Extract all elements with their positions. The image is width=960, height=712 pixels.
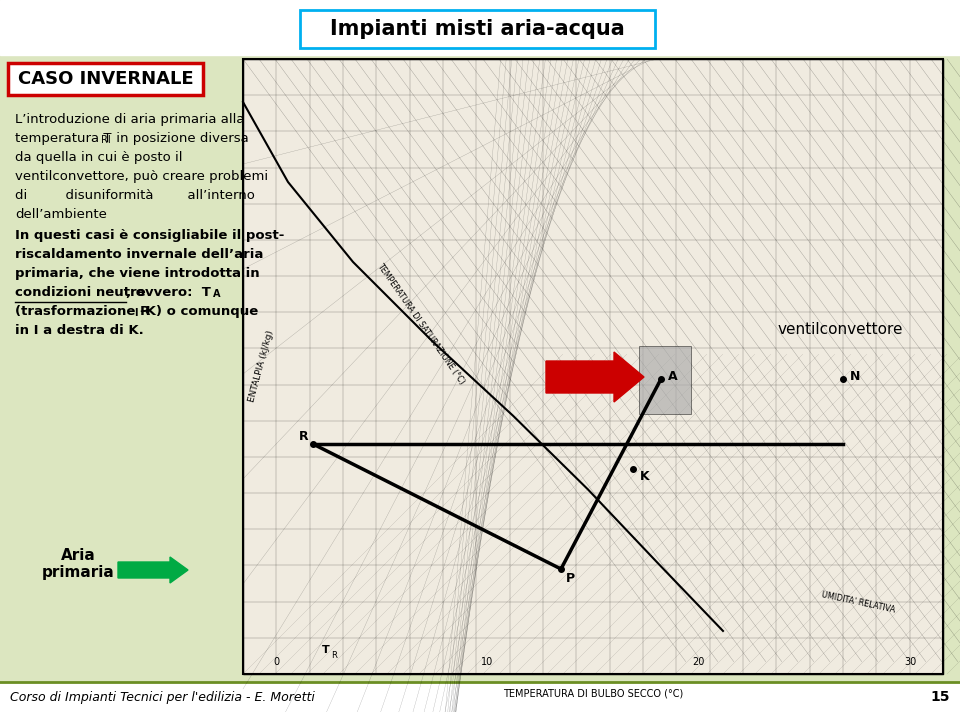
Text: T: T xyxy=(323,645,330,655)
Text: 20: 20 xyxy=(692,657,705,667)
Text: dell’ambiente: dell’ambiente xyxy=(15,208,107,221)
Text: riscaldamento invernale dell’aria: riscaldamento invernale dell’aria xyxy=(15,248,263,261)
Text: UMIDITA' RELATIVA: UMIDITA' RELATIVA xyxy=(821,590,896,614)
Bar xyxy=(243,59,943,674)
Text: primaria, che viene introdotta in: primaria, che viene introdotta in xyxy=(15,267,259,280)
Text: P: P xyxy=(566,572,575,585)
Text: temperatura T: temperatura T xyxy=(15,132,111,145)
Bar xyxy=(243,59,943,674)
Text: 30: 30 xyxy=(904,657,916,667)
Text: in I a destra di K.: in I a destra di K. xyxy=(15,324,144,337)
Text: Aria
primaria: Aria primaria xyxy=(41,548,114,580)
Text: TEMPERATURA DI BULBO SECCO (°C): TEMPERATURA DI BULBO SECCO (°C) xyxy=(503,689,684,699)
Text: , ovvero:  T: , ovvero: T xyxy=(126,286,211,299)
Text: condizioni neutre: condizioni neutre xyxy=(15,286,146,299)
Text: -K) o comunque: -K) o comunque xyxy=(140,305,258,318)
Text: N: N xyxy=(850,370,860,384)
Text: 0: 0 xyxy=(273,657,279,667)
Text: RI: RI xyxy=(101,135,110,145)
Text: (trasformazione R: (trasformazione R xyxy=(15,305,151,318)
Text: ventilconvettore, può creare problemi: ventilconvettore, può creare problemi xyxy=(15,170,268,183)
Text: I: I xyxy=(134,308,137,318)
Text: R: R xyxy=(331,651,337,659)
Text: in posizione diversa: in posizione diversa xyxy=(112,132,249,145)
Text: K: K xyxy=(640,471,650,483)
Text: ventilconvettore: ventilconvettore xyxy=(778,322,903,337)
Text: Corso di Impianti Tecnici per l'edilizia - E. Moretti: Corso di Impianti Tecnici per l'edilizia… xyxy=(10,691,315,703)
Bar xyxy=(0,0,960,55)
Text: 15: 15 xyxy=(930,690,950,704)
Text: Impianti misti aria-acqua: Impianti misti aria-acqua xyxy=(330,19,625,39)
Text: da quella in cui è posto il: da quella in cui è posto il xyxy=(15,151,182,164)
Text: di         disuniformità        all’interno: di disuniformità all’interno xyxy=(15,189,254,202)
Text: A: A xyxy=(213,289,221,299)
Bar xyxy=(8,63,203,95)
Text: R: R xyxy=(299,429,308,442)
Text: In questi casi è consigliabile il post-: In questi casi è consigliabile il post- xyxy=(15,229,284,242)
FancyArrow shape xyxy=(118,557,188,583)
FancyArrow shape xyxy=(546,352,644,402)
Bar xyxy=(300,10,655,48)
Text: ENTALPIA (kJ/kg): ENTALPIA (kJ/kg) xyxy=(247,330,275,404)
Text: 10: 10 xyxy=(481,657,493,667)
Text: A: A xyxy=(668,370,678,384)
Text: L’introduzione di aria primaria alla: L’introduzione di aria primaria alla xyxy=(15,113,245,126)
Bar xyxy=(0,682,960,712)
Text: CASO INVERNALE: CASO INVERNALE xyxy=(17,70,193,88)
Bar xyxy=(639,346,691,414)
Text: TEMPERATURA DI SATURAZIONE (°C): TEMPERATURA DI SATURAZIONE (°C) xyxy=(375,261,467,386)
